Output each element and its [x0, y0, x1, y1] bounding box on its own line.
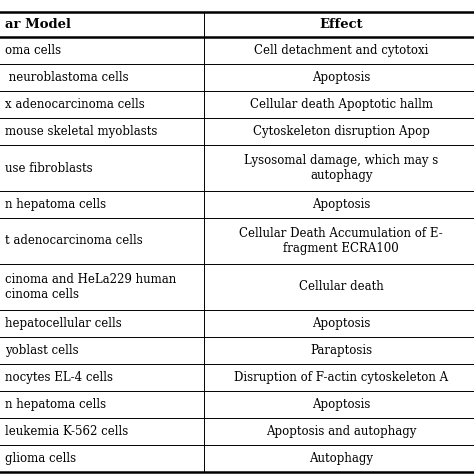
- Text: Cytoskeleton disruption Apop: Cytoskeleton disruption Apop: [253, 125, 430, 138]
- Text: Apoptosis: Apoptosis: [312, 198, 371, 211]
- Text: Cell detachment and cytotoxi: Cell detachment and cytotoxi: [254, 44, 428, 57]
- Text: Paraptosis: Paraptosis: [310, 344, 373, 357]
- Text: Cellular death Apoptotic hallm: Cellular death Apoptotic hallm: [250, 98, 433, 111]
- Text: leukemia K-562 cells: leukemia K-562 cells: [5, 425, 128, 438]
- Text: t adenocarcinoma cells: t adenocarcinoma cells: [5, 234, 143, 247]
- Text: Cellular Death Accumulation of E-
fragment ECRA100: Cellular Death Accumulation of E- fragme…: [239, 227, 443, 255]
- Text: Apoptosis: Apoptosis: [312, 398, 371, 410]
- Text: mouse skeletal myoblasts: mouse skeletal myoblasts: [5, 125, 157, 138]
- Text: n hepatoma cells: n hepatoma cells: [5, 198, 106, 211]
- Text: Autophagy: Autophagy: [309, 452, 374, 465]
- Text: x adenocarcinoma cells: x adenocarcinoma cells: [5, 98, 145, 111]
- Text: hepatocellular cells: hepatocellular cells: [5, 317, 121, 330]
- Text: use fibroblasts: use fibroblasts: [5, 162, 92, 174]
- Text: nocytes EL-4 cells: nocytes EL-4 cells: [5, 371, 113, 383]
- Text: Apoptosis: Apoptosis: [312, 317, 371, 330]
- Text: oma cells: oma cells: [5, 44, 61, 57]
- Text: Apoptosis and autophagy: Apoptosis and autophagy: [266, 425, 417, 438]
- Text: Apoptosis: Apoptosis: [312, 71, 371, 84]
- Text: ar Model: ar Model: [5, 18, 71, 31]
- Text: yoblast cells: yoblast cells: [5, 344, 78, 357]
- Text: Cellular death: Cellular death: [299, 280, 383, 293]
- Text: neuroblastoma cells: neuroblastoma cells: [5, 71, 128, 84]
- Text: n hepatoma cells: n hepatoma cells: [5, 398, 106, 410]
- Text: Lysosomal damage, which may s
autophagy: Lysosomal damage, which may s autophagy: [244, 154, 438, 182]
- Text: cinoma and HeLa229 human
cinoma cells: cinoma and HeLa229 human cinoma cells: [5, 273, 176, 301]
- Text: Effect: Effect: [319, 18, 363, 31]
- Text: Disruption of F-actin cytoskeleton A: Disruption of F-actin cytoskeleton A: [234, 371, 448, 383]
- Text: glioma cells: glioma cells: [5, 452, 76, 465]
